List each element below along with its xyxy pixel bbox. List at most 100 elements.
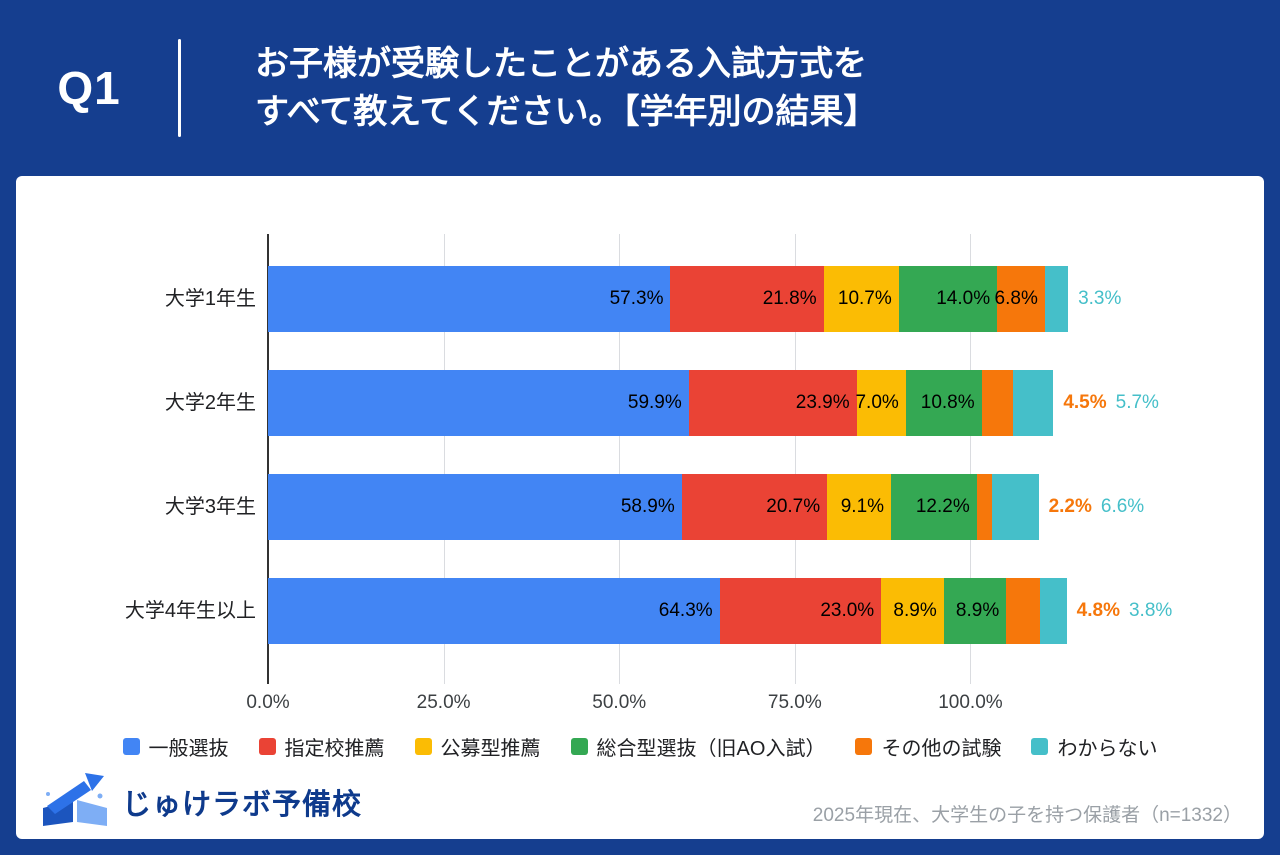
logo-icon — [38, 770, 112, 833]
gridline — [794, 234, 796, 684]
brand-name: じゅけラボ予備校 — [122, 788, 363, 821]
bar-segment — [1039, 578, 1067, 644]
bar-segment-label: 9.1% — [840, 496, 885, 517]
bar-segment: 23.0% — [719, 578, 882, 644]
legend-swatch — [570, 738, 588, 755]
legend-swatch — [414, 738, 432, 755]
bar-segment — [1006, 578, 1040, 644]
y-axis-line — [267, 234, 269, 684]
plot-area: 57.3% 21.8% 10.7% 14.0% 6.8% 3.3% 59.9% 23.9% 7.… — [267, 234, 1172, 684]
bar-segment: 20.7% — [681, 474, 828, 540]
brand-logo: じゅけラボ予備校 — [38, 770, 362, 833]
legend-swatch — [122, 738, 140, 755]
bar-segment-label: 14.0% — [936, 288, 991, 309]
x-tick-label: 75.0% — [767, 692, 822, 713]
x-tick-label: 100.0% — [938, 692, 1003, 713]
outside-labels: 3.3% — [1078, 266, 1121, 332]
gridline — [970, 234, 972, 684]
legend: 一般選抜 指定校推薦 公募型推薦 総合型選抜（旧AO入試） その他の試験 わからない — [16, 732, 1264, 761]
outside-value-label: 3.8% — [1128, 600, 1173, 621]
bar-segment: 64.3% — [268, 578, 720, 644]
legend-label: 一般選抜 — [148, 738, 229, 760]
legend-swatch — [855, 738, 873, 755]
bar-segment — [976, 474, 993, 540]
header: Q1 お子様が受験したことがある入試方式を すべて教えてください。【学年別の結果… — [0, 0, 1280, 176]
bar-segment — [981, 370, 1014, 436]
category-label: 大学4年生以上 — [124, 600, 256, 622]
bar-segment: 10.8% — [905, 370, 982, 436]
header-divider — [178, 39, 181, 137]
survey-note: 2025年現在、大学生の子を持つ保護者（n=1332） — [812, 805, 1242, 826]
outside-value-label: 3.3% — [1078, 288, 1122, 309]
bar-segment: 58.9% — [268, 474, 682, 540]
bar-segment-label: 21.8% — [762, 288, 817, 309]
outside-value-label: 4.8% — [1076, 600, 1120, 621]
bar-segment — [992, 474, 1039, 540]
bar-segment-label: 12.2% — [915, 496, 970, 517]
bar-row: 58.9% 20.7% 9.1% 12.2% — [268, 474, 1039, 540]
bar-segment-label: 20.7% — [766, 496, 821, 517]
question-number: Q1 — [57, 62, 121, 114]
category-label: 大学3年生 — [164, 496, 256, 518]
outside-value-label: 6.6% — [1100, 496, 1145, 517]
legend-item: 指定校推薦 — [258, 732, 385, 761]
x-tick-label: 50.0% — [592, 692, 647, 713]
bar-segment: 23.9% — [688, 370, 857, 436]
bar-segment-label: 59.9% — [627, 392, 682, 413]
legend-swatch — [1031, 738, 1049, 755]
bar-segment: 10.7% — [823, 266, 899, 332]
outside-labels: 4.8% 3.8% — [1077, 578, 1173, 644]
bar-segment: 12.2% — [891, 474, 977, 540]
bar-segment-label: 23.0% — [820, 600, 875, 621]
category-label: 大学2年生 — [164, 392, 256, 414]
bar-segment: 9.1% — [827, 474, 892, 540]
outside-value-label: 2.2% — [1048, 496, 1092, 517]
bar-row: 64.3% 23.0% 8.9% 8.9% — [268, 578, 1067, 644]
category-label: 大学1年生 — [164, 288, 256, 310]
bar-segment-label: 10.7% — [837, 288, 892, 309]
outside-value-label: 4.5% — [1063, 392, 1107, 413]
page-title-line1: お子様が受験したことがある入試方式を — [255, 45, 867, 83]
legend-label: わからない — [1057, 738, 1158, 760]
gridline — [443, 234, 445, 684]
bar-segment-label: 57.3% — [609, 288, 664, 309]
legend-label: 指定校推薦 — [284, 738, 385, 760]
page-title-line2: すべて教えてください。【学年別の結果】 — [255, 93, 878, 131]
bar-row: 57.3% 21.8% 10.7% 14.0% 6.8% — [268, 266, 1069, 332]
legend-item: 公募型推薦 — [414, 732, 541, 761]
bar-segment-label: 7.0% — [855, 392, 899, 413]
legend-label: 公募型推薦 — [440, 738, 541, 760]
legend-label: 総合型選抜（旧AO入試） — [596, 738, 826, 760]
gridline — [619, 234, 621, 684]
bar-segment-label: 58.9% — [620, 496, 675, 517]
x-tick-label: 0.0% — [246, 692, 290, 713]
bar-segment-label: 8.9% — [955, 600, 1000, 621]
legend-item: その他の試験 — [855, 732, 1001, 761]
page-title: お子様が受験したことがある入試方式を すべて教えてください。【学年別の結果】 — [255, 40, 878, 136]
bar-segment: 7.0% — [855, 370, 906, 436]
bar-segment-label: 10.8% — [920, 392, 975, 413]
outside-value-label: 5.7% — [1115, 392, 1159, 413]
legend-swatch — [258, 738, 276, 755]
outside-labels: 2.2% 6.6% — [1049, 474, 1145, 540]
legend-item: わからない — [1031, 732, 1157, 761]
bar-segment: 21.8% — [670, 266, 824, 332]
bar-segment-label: 64.3% — [658, 600, 713, 621]
bar-segment: 14.0% — [898, 266, 998, 332]
legend-item: 総合型選抜（旧AO入試） — [570, 732, 826, 761]
bar-segment: 8.9% — [943, 578, 1007, 644]
bar-segment: 57.3% — [268, 266, 671, 332]
x-tick-label: 25.0% — [416, 692, 471, 713]
bar-segment-label: 23.9% — [795, 392, 850, 413]
bar-segment-label: 8.9% — [893, 600, 937, 621]
bar-segment: 6.8% — [994, 266, 1045, 332]
bar-segment: 8.9% — [881, 578, 944, 644]
bar-row: 59.9% 23.9% 7.0% 10.8% — [268, 370, 1054, 436]
bar-segment-label: 6.8% — [994, 288, 1038, 309]
outside-labels: 4.5% 5.7% — [1063, 370, 1159, 436]
legend-item: 一般選抜 — [122, 732, 229, 761]
chart-card: 57.3% 21.8% 10.7% 14.0% 6.8% 3.3% 59.9% 23.9% 7.… — [16, 176, 1264, 839]
legend-label: その他の試験 — [881, 738, 1002, 760]
bar-segment — [1044, 266, 1069, 332]
bar-segment: 59.9% — [268, 370, 689, 436]
